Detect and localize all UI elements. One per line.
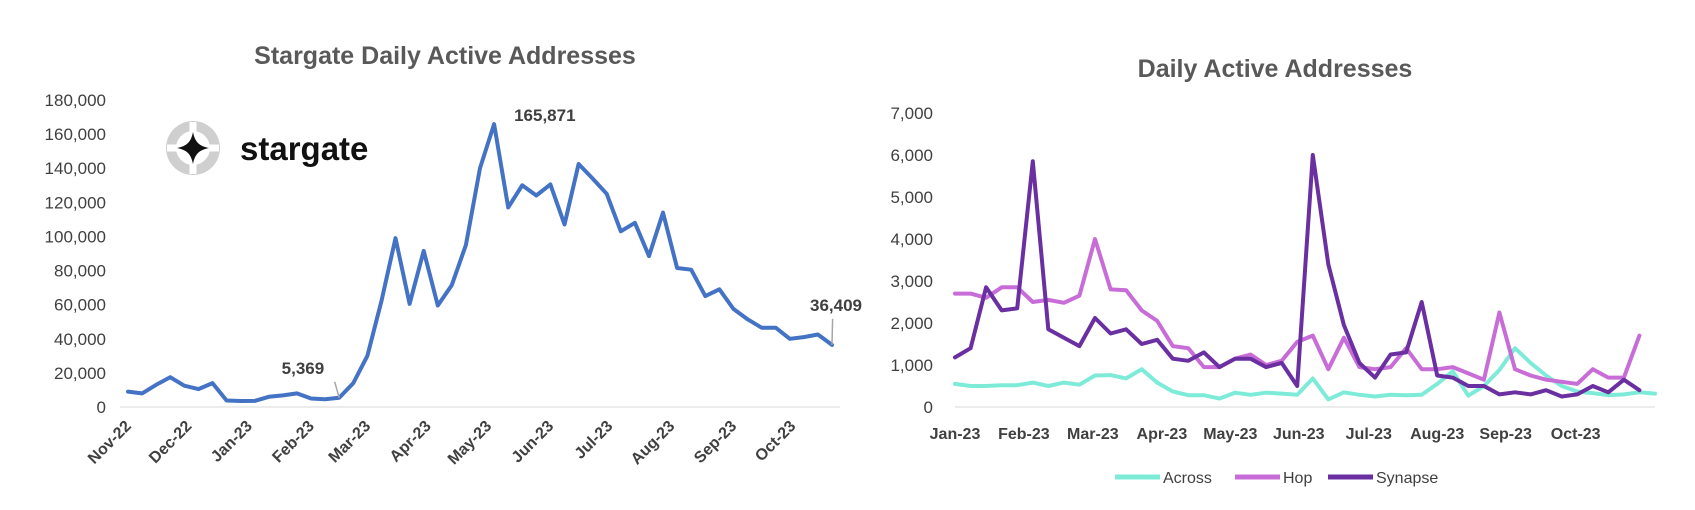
series-line-hop (953, 237, 1642, 386)
y-tick-label: 80,000 (54, 262, 106, 281)
series-group (126, 122, 834, 403)
stargate-chart: Stargate Daily Active Addresses 0 20,000 4… (45, 42, 862, 468)
x-tick-label: Jan-23 (208, 418, 256, 466)
annotation-label: 165,871 (514, 106, 575, 125)
x-tick-label: Feb-23 (269, 418, 318, 467)
logo-wordmark: stargate (240, 130, 368, 167)
y-axis: 0 1,000 2,000 3,000 4,000 5,000 6,000 7,000 (890, 104, 933, 417)
y-tick-label: 20,000 (54, 364, 106, 383)
legend-label-hop: Hop (1283, 470, 1312, 487)
annotation-label: 5,369 (282, 359, 325, 378)
stargate-logo: stargate (166, 121, 368, 175)
chart-title: Daily Active Addresses (1138, 55, 1413, 83)
y-tick-label: 4,000 (890, 230, 933, 249)
legend: Across Hop Synapse (1115, 470, 1438, 487)
y-axis: 0 20,000 40,000 60,000 80,000 100,000 120,000 1… (45, 91, 106, 417)
x-tick-label: Oct-23 (1551, 426, 1601, 443)
x-tick-label: Aug-23 (628, 418, 678, 468)
series-line-synapse (953, 153, 1642, 399)
legend-label-synapse: Synapse (1376, 470, 1438, 487)
annotation-leader-line (333, 381, 340, 399)
y-tick-label: 0 (924, 398, 933, 417)
annotation-label: 36,409 (810, 296, 862, 315)
x-tick-label: Dec-22 (146, 418, 195, 467)
x-tick-label: Jul-23 (572, 418, 617, 463)
x-tick-label: May-23 (445, 418, 495, 468)
x-tick-label: May-23 (1203, 426, 1257, 443)
y-tick-label: 5,000 (890, 188, 933, 207)
y-tick-label: 7,000 (890, 104, 933, 123)
y-tick-label: 120,000 (45, 193, 106, 212)
x-tick-label: Mar-23 (326, 418, 375, 467)
y-tick-label: 0 (97, 398, 106, 417)
y-tick-label: 60,000 (54, 296, 106, 315)
x-axis: Jan-23 Feb-23 Mar-23 Apr-23 May-23 Jun-23 Jul-… (930, 426, 1601, 443)
y-tick-label: 1,000 (890, 356, 933, 375)
chart-title: Stargate Daily Active Addresses (254, 42, 636, 70)
x-tick-label: Sep-23 (1479, 426, 1532, 443)
x-tick-label: Nov-22 (85, 418, 135, 468)
stargate-logo-icon (166, 121, 220, 175)
x-axis: Nov-22 Dec-22 Jan-23 Feb-23 Mar-23 Apr-23 May-… (85, 418, 799, 468)
y-tick-label: 6,000 (890, 146, 933, 165)
y-tick-label: 2,000 (890, 314, 933, 333)
x-tick-label: Apr-23 (387, 418, 435, 466)
y-tick-label: 40,000 (54, 330, 106, 349)
daily-active-addresses-chart: Daily Active Addresses 0 1,000 2,000 3,000 4… (890, 55, 1657, 487)
legend-label-across: Across (1163, 470, 1212, 487)
x-tick-label: Jun-23 (509, 418, 558, 467)
annotations: 5,369 165,871 36,409 (282, 106, 862, 399)
y-tick-label: 180,000 (45, 91, 106, 110)
y-tick-label: 160,000 (45, 125, 106, 144)
x-tick-label: Sep-23 (691, 418, 740, 467)
x-tick-label: Mar-23 (1067, 426, 1119, 443)
x-tick-label: Apr-23 (1137, 426, 1188, 443)
x-tick-label: Jan-23 (930, 426, 981, 443)
x-tick-label: Aug-23 (1410, 426, 1464, 443)
y-tick-label: 3,000 (890, 272, 933, 291)
x-tick-label: Jun-23 (1273, 426, 1325, 443)
x-tick-label: Jul-23 (1346, 426, 1392, 443)
y-tick-label: 100,000 (45, 227, 106, 246)
series-line (126, 122, 834, 403)
x-tick-label: Oct-23 (752, 418, 799, 465)
y-tick-label: 140,000 (45, 159, 106, 178)
series-line-across (953, 346, 1657, 402)
x-tick-label: Feb-23 (998, 426, 1050, 443)
annotation-leader-line (831, 318, 834, 345)
series-group (953, 153, 1657, 402)
